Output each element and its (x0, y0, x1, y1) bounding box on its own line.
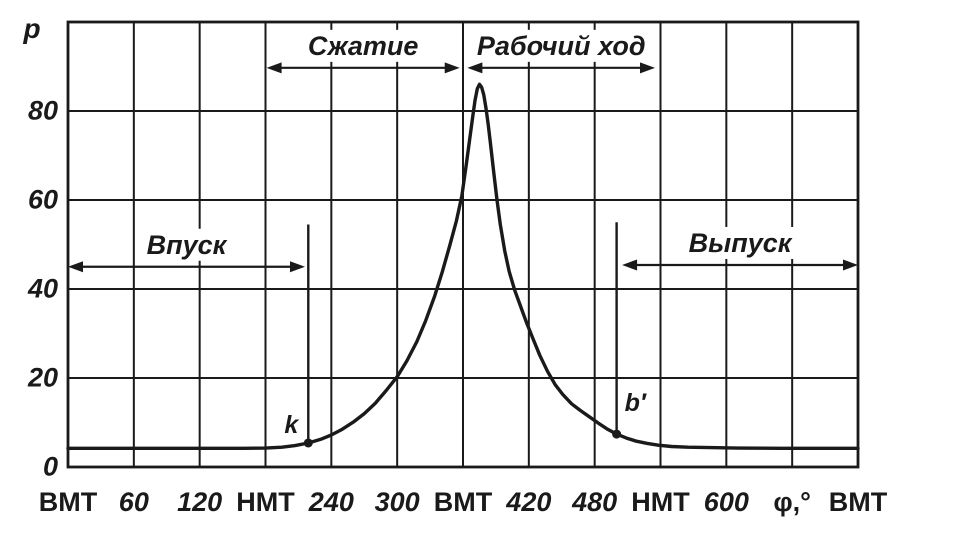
x-tick-label: 420 (505, 487, 551, 517)
arrow-head-right (290, 261, 305, 273)
x-tick-label: ВМТ (39, 487, 98, 517)
arrow-head-left (622, 259, 638, 271)
phase-label-bg (139, 228, 235, 261)
y-tick-label: 40 (27, 274, 58, 304)
k-label: k (284, 411, 299, 439)
x-tick-label: φ,° (773, 487, 811, 517)
phase-label: Впуск (147, 230, 228, 260)
x-tick-label: НМТ (236, 487, 295, 517)
y-tick-label: 0 (43, 452, 58, 482)
x-tick-label: НМТ (631, 487, 690, 517)
arrow-head-right (640, 62, 656, 74)
x-tick-label: ВМТ (434, 487, 493, 517)
arrow-head-left (266, 62, 282, 74)
annotation-line-layer (307, 222, 618, 443)
arrow-head-right (444, 62, 460, 74)
x-tick-label: 600 (704, 487, 749, 517)
x-tick-label: ВМТ (829, 487, 888, 517)
phase-label-bg (300, 29, 426, 62)
x-tick-label: 120 (177, 487, 222, 517)
x-tick-label: 480 (571, 487, 617, 517)
phase-label-bg (469, 29, 653, 62)
y-axis-title: p (22, 13, 40, 44)
b-prime-label: b′ (625, 389, 647, 417)
x-tick-label: 300 (375, 487, 420, 517)
phase-label: Выпуск (689, 228, 793, 258)
phase-label: Рабочий ход (477, 31, 646, 61)
phase-label-bg (681, 226, 800, 259)
k-point (303, 438, 313, 448)
y-tick-label: 60 (28, 185, 58, 215)
phase-label: Сжатие (308, 31, 419, 61)
x-tick-label: 60 (119, 487, 149, 517)
axis-layer: p ВМТ 60 120 НМТ 240 300 ВМТ 420 480 НМТ 600 φ,° ВМТ… (22, 13, 887, 517)
y-tick-label: 20 (27, 363, 58, 393)
arrow-head-left (68, 261, 83, 273)
phase-layer: Впуск Сжатие Рабочий ход Выпуск (68, 29, 858, 273)
y-tick-label: 80 (28, 96, 58, 126)
b-prime-point (612, 429, 622, 439)
arrow-head-left (467, 62, 483, 74)
grid-layer (66, 20, 860, 469)
plot-border (66, 20, 860, 469)
arrow-head-right (843, 259, 858, 271)
annotation-point-layer: k b′ (284, 389, 647, 448)
x-tick-label: 240 (308, 487, 354, 517)
